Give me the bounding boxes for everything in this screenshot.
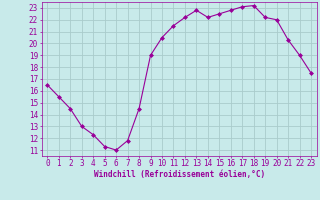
X-axis label: Windchill (Refroidissement éolien,°C): Windchill (Refroidissement éolien,°C) (94, 170, 265, 179)
